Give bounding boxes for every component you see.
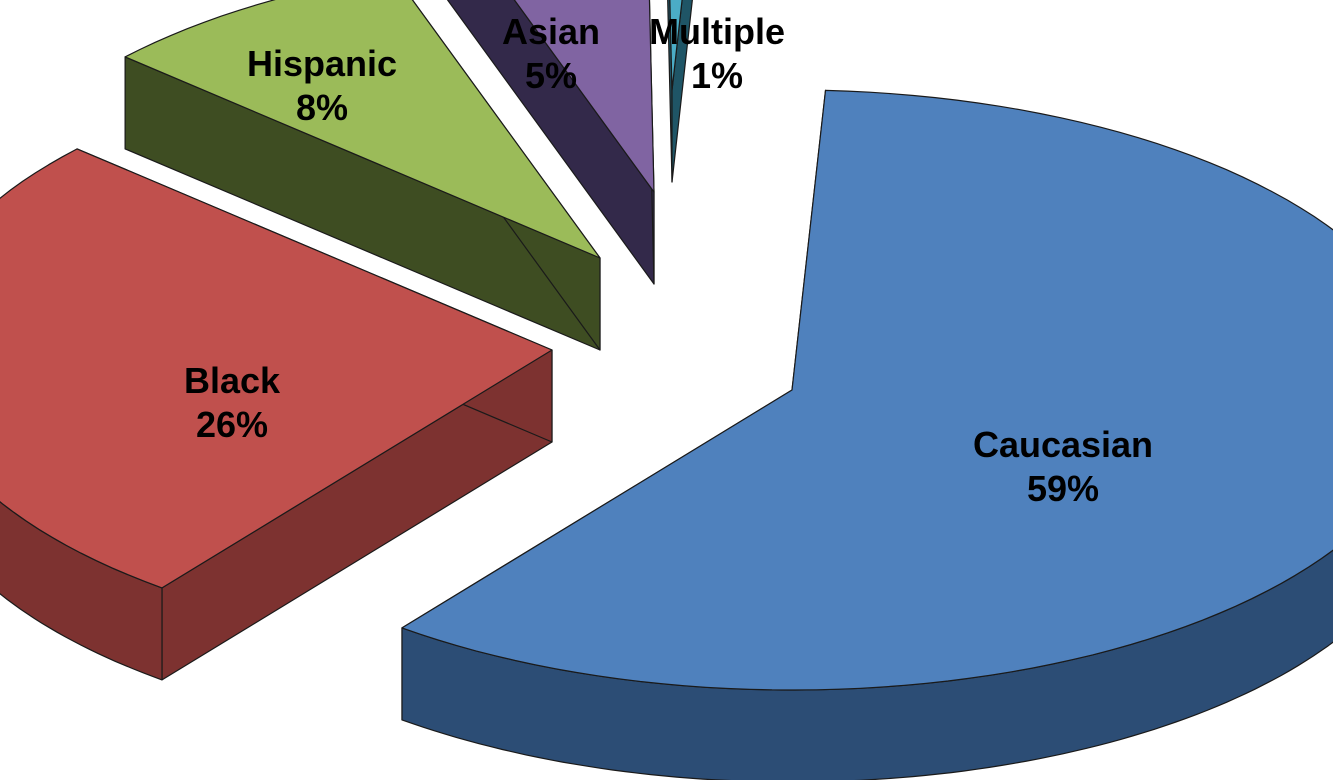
slice-name-multiple: Multiple: [649, 11, 785, 52]
slice-asian: [513, 0, 655, 193]
slice-black: [0, 148, 553, 589]
slice-name-hispanic: Hispanic: [247, 43, 397, 84]
slice-percent-multiple: 1%: [691, 55, 743, 96]
slice-caucasian: [401, 89, 1333, 691]
slice-label-asian: Asian 5%: [502, 11, 600, 96]
slice-name-asian: Asian: [502, 11, 600, 52]
slice-label-hispanic: Hispanic 8%: [247, 43, 397, 128]
slice-percent-black: 26%: [196, 404, 268, 445]
slice-percent-asian: 5%: [525, 55, 577, 96]
slice-label-black: Black 26%: [184, 360, 281, 445]
slice-percent-caucasian: 59%: [1027, 468, 1099, 509]
slice-multiple: [669, 0, 683, 91]
pie-slice-tops: [0, 0, 1333, 691]
slice-hispanic: [124, 0, 601, 259]
pie-labels: Caucasian 59% Black 26% Hispanic 8% Asian 5% Mul…: [184, 11, 1153, 509]
slice-label-multiple: Multiple 1%: [649, 11, 785, 96]
slice-percent-hispanic: 8%: [296, 87, 348, 128]
slice-name-black: Black: [184, 360, 281, 401]
slice-label-caucasian: Caucasian 59%: [973, 424, 1153, 509]
slice-name-caucasian: Caucasian: [973, 424, 1153, 465]
